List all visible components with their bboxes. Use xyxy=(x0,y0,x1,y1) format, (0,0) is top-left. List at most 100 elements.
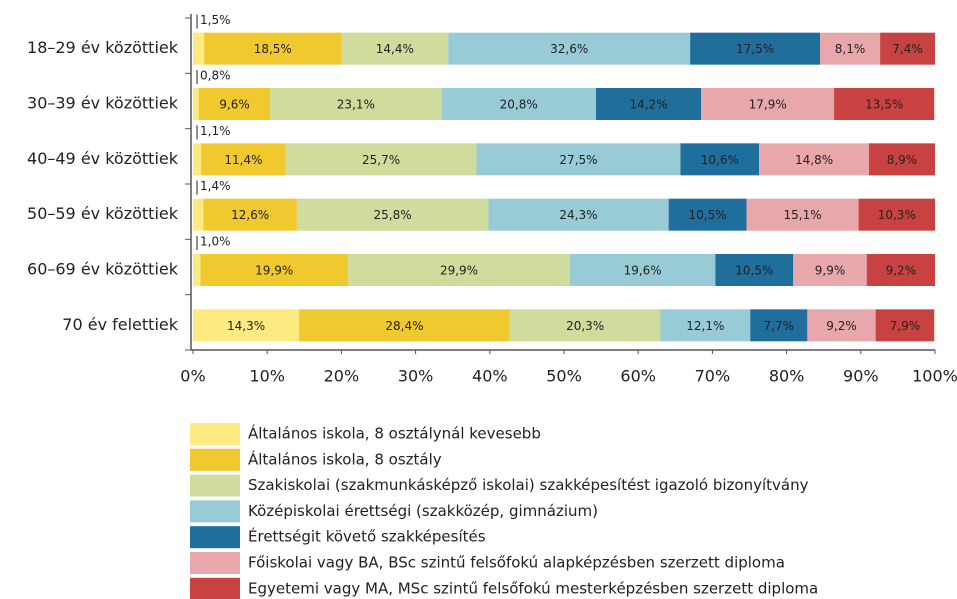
value-label: 7,4% xyxy=(892,42,923,56)
bar-segment xyxy=(875,309,935,342)
legend-swatch xyxy=(190,448,240,471)
bar-segment xyxy=(348,254,570,286)
value-label: 0,8% xyxy=(200,69,231,83)
bar-segment xyxy=(807,309,876,342)
bar-segment xyxy=(819,32,881,65)
value-label: 19,6% xyxy=(624,264,662,278)
x-tick-label: 80% xyxy=(769,367,805,386)
bar-segment xyxy=(668,198,747,231)
value-label: 9,9% xyxy=(815,264,846,278)
category-label: 50–59 év közöttiek xyxy=(27,204,179,223)
category-label: 30–39 év közöttiek xyxy=(27,94,179,113)
x-tick-label: 10% xyxy=(249,367,285,386)
bar-segment xyxy=(193,32,205,65)
value-label: 11,4% xyxy=(224,153,262,167)
value-label: 1,0% xyxy=(200,235,231,249)
bar-segment xyxy=(834,88,935,120)
legend-swatch xyxy=(190,423,240,445)
value-label: 13,5% xyxy=(865,98,903,112)
bar-segment xyxy=(690,32,820,65)
value-label: 10,5% xyxy=(735,264,773,278)
bar-segment xyxy=(198,88,271,120)
value-label: 23,1% xyxy=(337,98,375,112)
x-tick-label: 20% xyxy=(324,367,360,386)
value-label: 1,5% xyxy=(200,13,231,27)
bar-segment xyxy=(299,309,510,342)
bar-segment xyxy=(448,32,691,65)
category-label: 40–49 év közöttiek xyxy=(27,149,179,168)
value-label: 19,9% xyxy=(255,264,293,278)
value-label: 1,1% xyxy=(200,124,231,138)
x-tick-label: 60% xyxy=(620,367,656,386)
x-tick-label: 30% xyxy=(398,367,434,386)
bar-segment xyxy=(203,198,297,231)
value-label: 8,1% xyxy=(835,42,866,56)
value-label: 1,4% xyxy=(200,179,231,193)
bar-segment xyxy=(341,32,449,65)
value-label: 27,5% xyxy=(559,153,597,167)
value-label: 14,8% xyxy=(795,153,833,167)
legend-label: Érettségit követő szakképesítés xyxy=(248,527,486,546)
bar-segment xyxy=(858,198,935,231)
x-tick-label: 40% xyxy=(472,367,508,386)
bar-segment xyxy=(793,254,867,286)
bar-segment xyxy=(204,32,342,65)
legend-label: Középiskolai érettségi (szakközép, gimná… xyxy=(248,502,598,520)
category-label: 60–69 év közöttiek xyxy=(27,260,179,279)
bar-segment xyxy=(270,88,442,120)
bar-segment xyxy=(759,143,869,176)
category-label: 70 év felettiek xyxy=(62,315,178,334)
value-label: 28,4% xyxy=(385,319,423,333)
legend-label: Általános iskola, 8 osztály xyxy=(248,449,442,468)
value-label: 25,7% xyxy=(362,153,400,167)
x-tick-label: 0% xyxy=(180,367,205,386)
value-label: 25,8% xyxy=(374,208,412,222)
legend-swatch xyxy=(190,500,240,523)
value-label: 29,9% xyxy=(440,264,478,278)
value-label: 7,9% xyxy=(890,319,921,333)
legend-label: Egyetemi vagy MA, MSc szintű felsőfokú m… xyxy=(248,579,818,597)
bar-segment xyxy=(680,143,760,176)
bar-segment xyxy=(201,143,286,176)
legend-label: Főiskolai vagy BA, BSc szintű felsőfokú … xyxy=(248,554,785,572)
legend-swatch xyxy=(190,577,240,599)
bar-segment xyxy=(476,143,681,176)
bar-segment xyxy=(193,309,300,342)
value-label: 20,8% xyxy=(500,98,538,112)
bar-segment xyxy=(193,143,202,176)
value-label: 32,6% xyxy=(550,42,588,56)
x-tick-label: 50% xyxy=(546,367,582,386)
x-tick-label: 90% xyxy=(843,367,879,386)
value-label: 14,4% xyxy=(376,42,414,56)
bar-segment xyxy=(193,254,201,286)
bar-segment xyxy=(193,198,204,231)
legend-swatch xyxy=(190,552,240,574)
bar-segment xyxy=(868,143,935,176)
category-label: 18–29 év közöttiek xyxy=(27,38,179,57)
bar-segment xyxy=(193,88,199,120)
value-label: 12,6% xyxy=(231,208,269,222)
value-label: 20,3% xyxy=(566,319,604,333)
value-label: 9,2% xyxy=(886,264,917,278)
value-label: 7,7% xyxy=(764,319,795,333)
x-tick-label: 70% xyxy=(695,367,731,386)
legend-swatch xyxy=(190,526,240,549)
value-label: 10,6% xyxy=(701,153,739,167)
value-label: 14,3% xyxy=(227,319,265,333)
value-label: 15,1% xyxy=(783,208,821,222)
bar-segment xyxy=(660,309,751,342)
legend-label: Szakiskolai (szakmunkásképző iskolai) sz… xyxy=(248,476,809,494)
bar-segment xyxy=(296,198,489,231)
bar-segment xyxy=(866,254,935,286)
bar-segment xyxy=(715,254,794,286)
value-label: 17,9% xyxy=(749,98,787,112)
legend-swatch xyxy=(190,474,240,497)
value-label: 10,5% xyxy=(689,208,727,222)
value-label: 9,6% xyxy=(219,98,250,112)
bar-segment xyxy=(285,143,477,176)
x-tick-label: 100% xyxy=(912,367,957,386)
legend-label: Általános iskola, 8 osztálynál kevesebb xyxy=(248,424,541,443)
value-label: 9,2% xyxy=(826,319,857,333)
value-label: 24,3% xyxy=(559,208,597,222)
